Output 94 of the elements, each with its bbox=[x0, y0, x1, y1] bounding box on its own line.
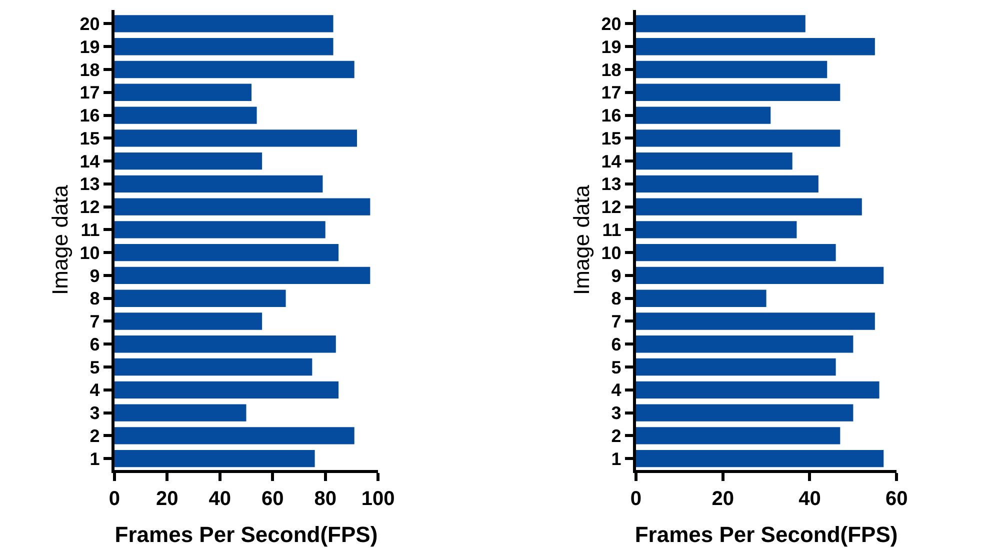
y-tick-label: 14 bbox=[80, 151, 100, 172]
y-tick-label: 16 bbox=[80, 106, 100, 126]
x-tick-label: 40 bbox=[208, 488, 231, 510]
bar bbox=[636, 244, 836, 262]
y-tick-label: 13 bbox=[601, 174, 622, 194]
y-tick-label: 9 bbox=[611, 266, 622, 286]
y-tick-label: 15 bbox=[80, 128, 100, 148]
y-tick-label: 8 bbox=[90, 288, 100, 309]
x-tick-label: 0 bbox=[630, 488, 642, 510]
bar bbox=[114, 336, 336, 353]
bar bbox=[114, 198, 370, 216]
y-tick-label: 10 bbox=[80, 242, 100, 263]
bar bbox=[636, 336, 854, 353]
x-tick-label: 0 bbox=[108, 488, 120, 510]
bar bbox=[636, 404, 854, 422]
bar bbox=[636, 60, 828, 78]
y-tick-label: 7 bbox=[90, 312, 100, 332]
y-tick-label: 10 bbox=[601, 242, 622, 263]
bar bbox=[636, 221, 797, 238]
bar bbox=[114, 404, 246, 422]
y-tick-label: 14 bbox=[601, 151, 622, 172]
y-tick-label: 6 bbox=[611, 334, 622, 354]
y-tick-label: 12 bbox=[80, 197, 100, 218]
bar bbox=[114, 381, 339, 398]
bar bbox=[114, 312, 262, 330]
bar bbox=[636, 15, 806, 32]
bar bbox=[636, 152, 792, 170]
bar bbox=[114, 290, 286, 307]
y-tick-label: 19 bbox=[80, 36, 100, 57]
y-tick-label: 16 bbox=[601, 106, 622, 126]
y-tick-label: 18 bbox=[601, 60, 622, 80]
y-tick-label: 1 bbox=[90, 448, 100, 469]
bar bbox=[114, 244, 339, 262]
y-tick-label: 7 bbox=[611, 312, 622, 332]
bar bbox=[114, 358, 312, 376]
x-tick-label: 40 bbox=[798, 488, 821, 510]
bar bbox=[114, 152, 262, 170]
y-tick-label: 5 bbox=[90, 357, 100, 378]
x-axis-title: Frames Per Second(FPS) bbox=[114, 522, 378, 547]
bar bbox=[636, 38, 875, 56]
y-tick-label: 11 bbox=[80, 220, 100, 240]
bar bbox=[114, 38, 334, 56]
x-tick-label: 60 bbox=[886, 488, 908, 510]
y-tick-label: 20 bbox=[601, 14, 622, 34]
bar bbox=[636, 198, 862, 216]
x-tick-label: 80 bbox=[314, 488, 336, 510]
y-tick-label: 13 bbox=[80, 174, 100, 194]
y-tick-label: 4 bbox=[611, 380, 622, 400]
y-tick-label: 2 bbox=[90, 426, 100, 446]
y-tick-label: 18 bbox=[80, 60, 100, 80]
bar bbox=[636, 266, 884, 284]
bar bbox=[636, 312, 875, 330]
y-tick-label: 20 bbox=[80, 14, 100, 34]
y-tick-label: 8 bbox=[611, 288, 622, 309]
bar bbox=[636, 381, 880, 398]
bar bbox=[114, 15, 334, 32]
bar bbox=[636, 175, 818, 193]
y-tick-label: 4 bbox=[90, 380, 100, 400]
y-tick-label: 2 bbox=[611, 426, 622, 446]
y-tick-label: 17 bbox=[80, 82, 100, 103]
bar bbox=[114, 106, 257, 124]
bar bbox=[114, 130, 357, 147]
x-tick-label: 20 bbox=[156, 488, 178, 510]
x-tick-label: 20 bbox=[712, 488, 734, 510]
bar bbox=[114, 221, 326, 238]
y-tick-label: 1 bbox=[611, 448, 622, 469]
y-tick-label: 3 bbox=[90, 403, 100, 424]
x-tick-label: 100 bbox=[361, 488, 395, 510]
bar bbox=[114, 266, 370, 284]
bar bbox=[114, 175, 323, 193]
bar bbox=[636, 106, 771, 124]
bar bbox=[114, 84, 252, 101]
y-tick-label: 15 bbox=[601, 128, 622, 148]
bar bbox=[636, 450, 884, 468]
bar bbox=[114, 450, 315, 468]
y-tick-label: 19 bbox=[601, 36, 622, 57]
x-tick-label: 60 bbox=[261, 488, 284, 510]
x-axis-title: Frames Per Second(FPS) bbox=[634, 522, 898, 547]
y-axis-title: Image data bbox=[48, 184, 73, 296]
bar bbox=[636, 358, 836, 376]
bar bbox=[636, 290, 766, 307]
bar bbox=[114, 60, 354, 78]
y-tick-label: 17 bbox=[601, 82, 622, 103]
y-tick-label: 11 bbox=[602, 220, 622, 240]
y-tick-label: 6 bbox=[90, 334, 100, 354]
bar bbox=[636, 130, 840, 147]
bar bbox=[636, 84, 840, 101]
y-axis-title: Image data bbox=[569, 184, 594, 296]
y-tick-label: 5 bbox=[611, 357, 622, 378]
bar bbox=[636, 427, 840, 444]
bar bbox=[114, 427, 354, 444]
y-tick-label: 12 bbox=[601, 197, 622, 218]
y-tick-label: 3 bbox=[611, 403, 622, 424]
y-tick-label: 9 bbox=[90, 266, 100, 286]
